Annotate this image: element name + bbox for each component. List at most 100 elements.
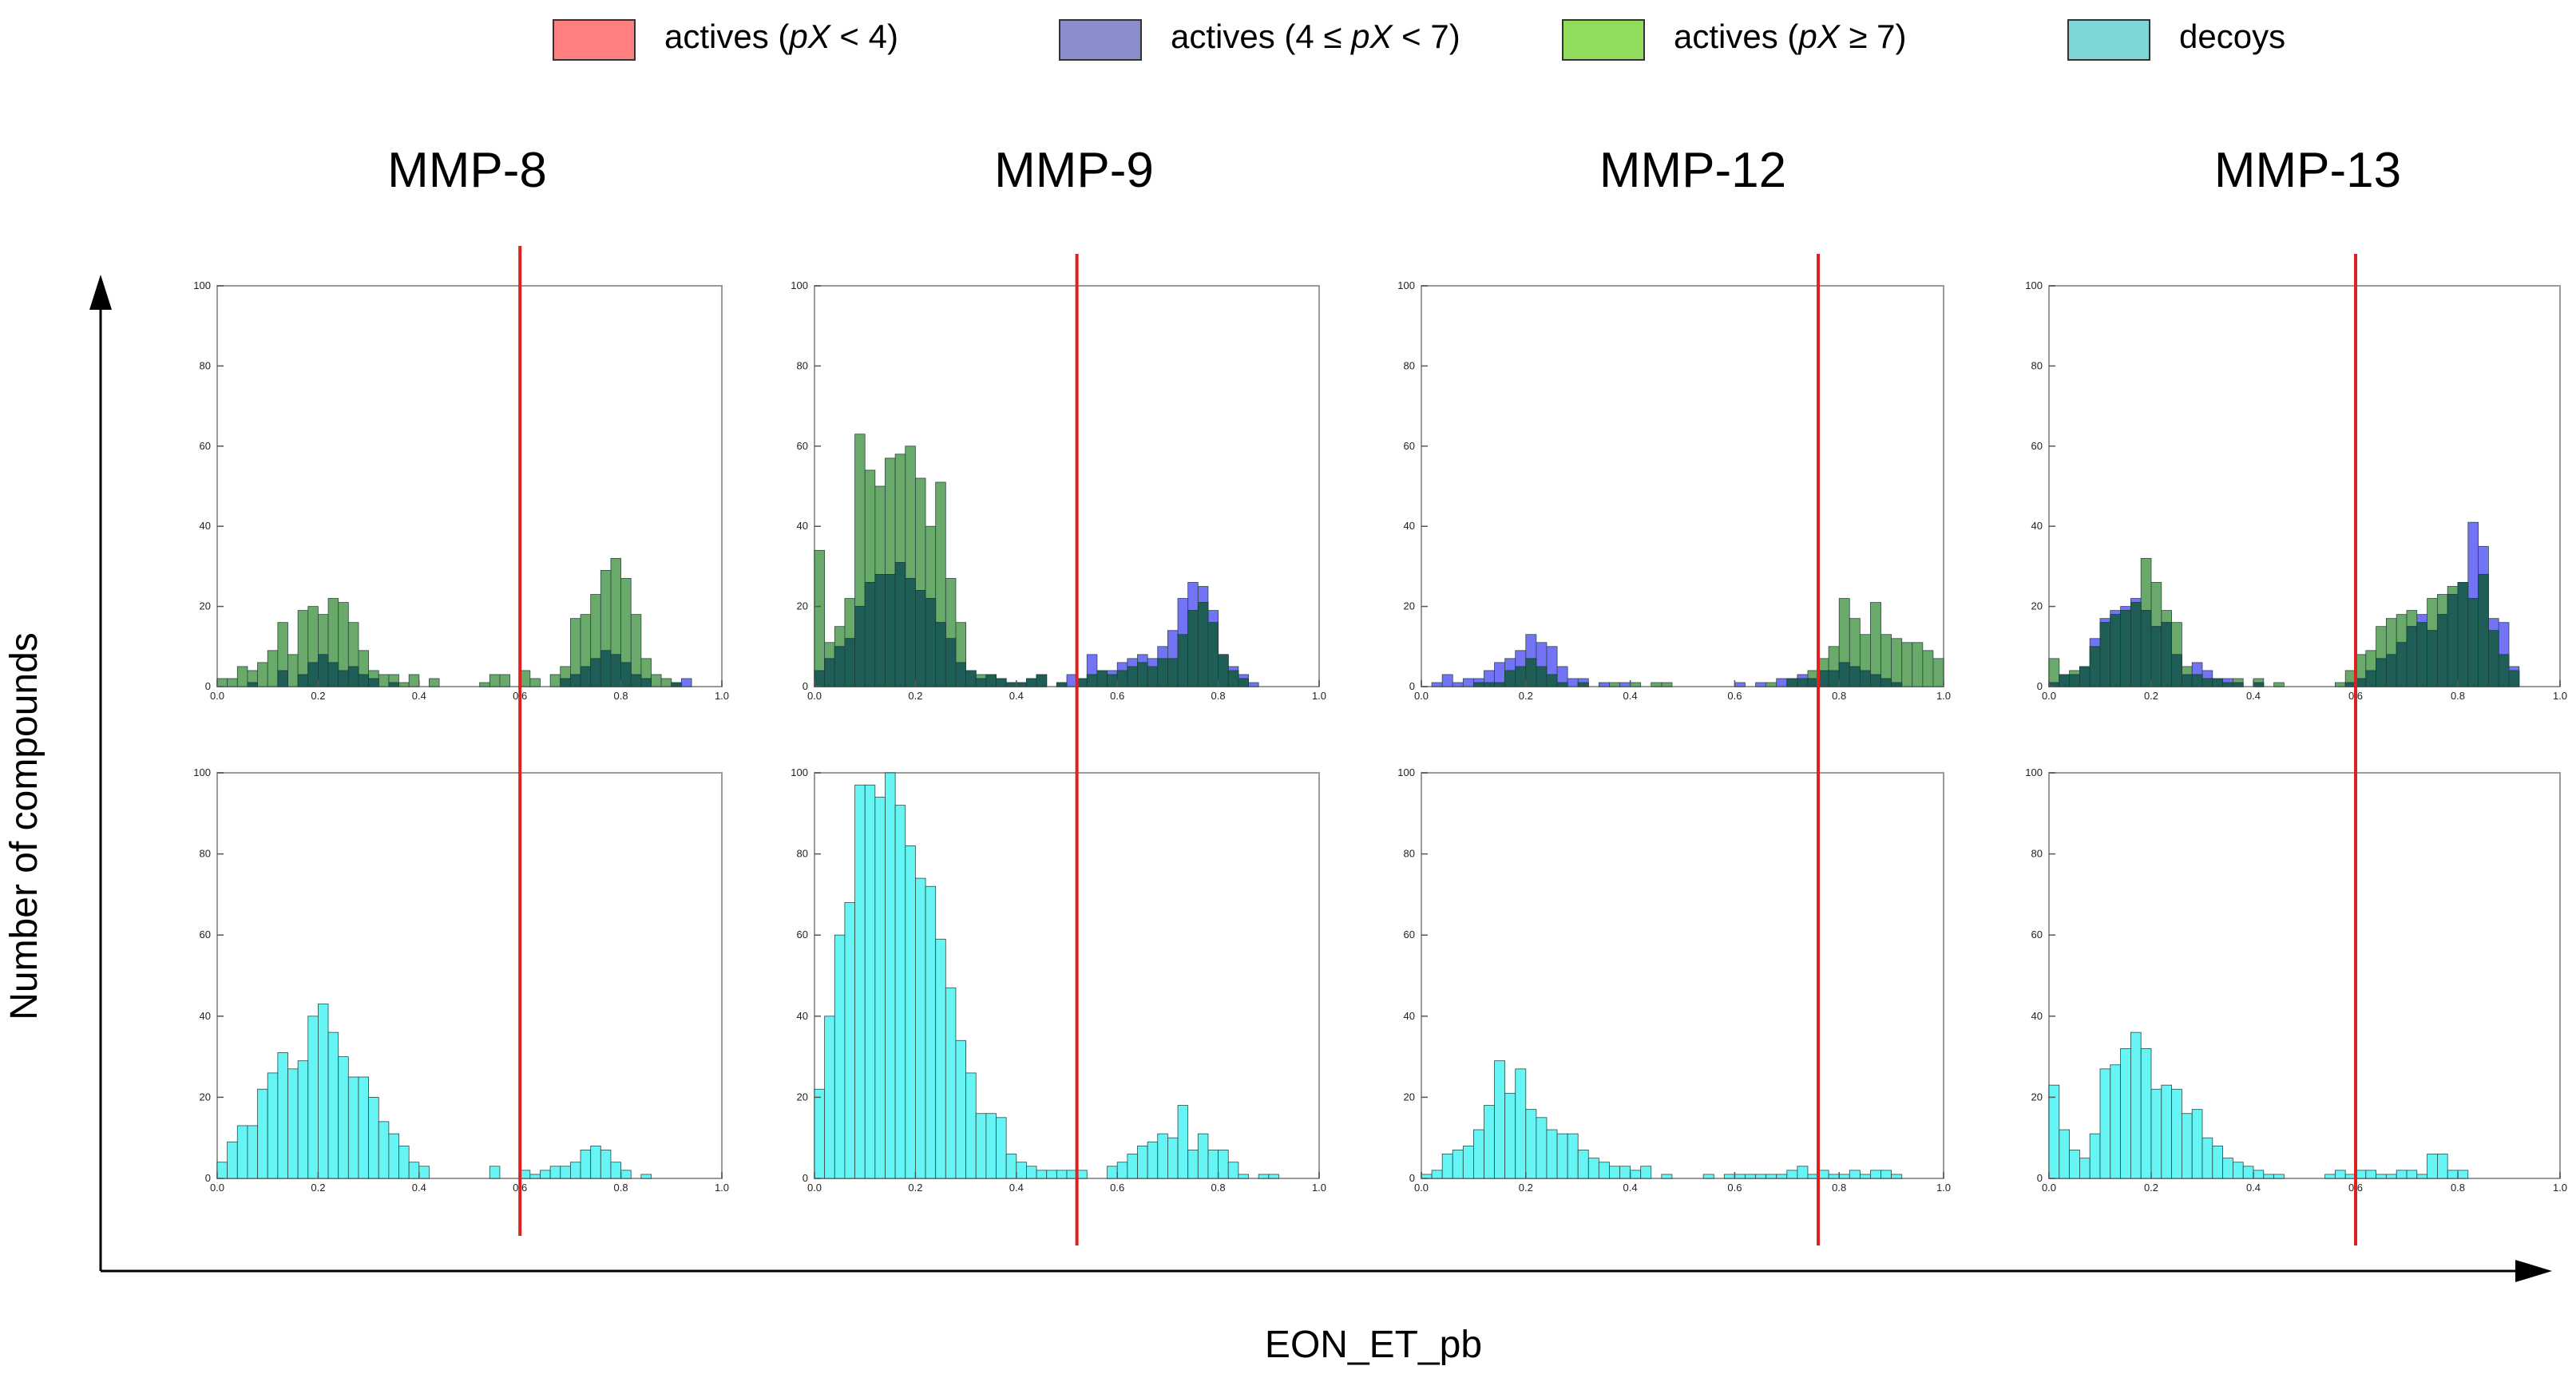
panel-2-actives-pxge7-bar-29 [1932, 658, 1944, 687]
panel-2-decoys-decoys-bar-30 [1786, 1170, 1798, 1179]
panel-0-decoys-decoys-bar-11 [327, 1031, 339, 1179]
panel-1-actives-xtick-1: 0.2 [908, 690, 922, 702]
panel-1-actives-overlap-bar-5 [864, 582, 876, 687]
panel-2-decoys-frame [1421, 772, 1944, 1179]
panel-2-decoys-ytick-2: 40 [1404, 1010, 1415, 1022]
panel-3-actives-overlap-bar-5 [2099, 622, 2111, 687]
panel-2-decoys: 0 20 40 60 80 100 0.0 0.2 0.4 0.6 0.8 1.0 [1397, 766, 1951, 1194]
panel-3-actives-ytick-2: 40 [2031, 520, 2043, 532]
panel-3-actives-overlap-bar-17 [2222, 682, 2233, 687]
panel-0-actives-xtick-0: 0.0 [210, 690, 224, 702]
panel-2-actives-overlap-bar-20 [1786, 678, 1798, 687]
panel-1-decoys-decoys-bar-30 [1137, 1145, 1148, 1179]
panel-1-decoys-decoys-bar-39 [1227, 1162, 1239, 1179]
panel-2-decoys-decoys-bar-19 [1619, 1166, 1631, 1179]
panel-2-actives-overlap-bar-29 [1880, 678, 1892, 687]
panel-2-decoys-xtick-0: 0.0 [1414, 1182, 1429, 1194]
panel-0-decoys-decoys-bar-28 [580, 1150, 592, 1179]
panel-1-decoys-xtick-1: 0.2 [908, 1182, 922, 1194]
panel-0-actives-overlap-bar-17 [620, 662, 632, 687]
panel-2-decoys-decoys-bar-38 [1870, 1170, 1881, 1179]
panel-3-decoys-xtick-0: 0.0 [2042, 1182, 2056, 1194]
panel-1-decoys-decoys-bar-40 [1238, 1174, 1249, 1179]
panel-1-actives-overlap-bar-31 [1137, 662, 1148, 687]
panel-3-actives-overlap-bar-0 [2048, 682, 2060, 687]
panel-1-decoys-decoys-bar-6 [874, 797, 886, 1179]
panel-2-actives-overlap-bar-7 [1504, 670, 1516, 687]
panel-2-decoys-decoys-bar-20 [1630, 1170, 1642, 1179]
panel-0-decoys-decoys-bar-10 [317, 1004, 329, 1179]
panel-1-actives-xtick-5: 1.0 [1312, 690, 1326, 702]
panel-0-decoys-decoys-bar-13 [347, 1076, 359, 1179]
panel-1-actives-ytick-4: 80 [797, 359, 808, 371]
panel-1-actives-overlap-bar-22 [1036, 674, 1048, 687]
y-axis-label: Number of compounds [3, 632, 46, 1020]
panel-1-actives-overlap-bar-2 [834, 646, 846, 687]
panel-3-decoys-decoys-bar-3 [2079, 1158, 2091, 1179]
panel-3-decoys-decoys-bar-33 [2427, 1154, 2438, 1179]
panel-2-actives-ytick-0: 0 [1409, 680, 1415, 692]
legend-label-1: actives (4 ≤ pX < 7) [1171, 18, 1460, 55]
panel-1-actives-overlap-bar-39 [1218, 654, 1229, 687]
panel-2-decoys-decoys-bar-14 [1567, 1133, 1579, 1179]
panel-0-actives-pxge7-bar-22 [489, 674, 501, 687]
panel-0-actives-overlap-bar-3 [307, 662, 319, 687]
panel-2-actives-px4to7-bar-1 [1441, 674, 1453, 687]
panel-0-actives-ytick-3: 60 [200, 440, 211, 452]
panel-3-actives-overlap-bar-16 [2212, 678, 2224, 687]
panel-2-decoys-xtick-5: 1.0 [1936, 1182, 1951, 1194]
panel-0-decoys-decoys-bar-17 [388, 1133, 399, 1179]
panel-0-decoys-decoys-bar-2 [236, 1125, 248, 1179]
panel-3-decoys-xtick-5: 1.0 [2553, 1182, 2567, 1194]
panel-1-decoys-ytick-5: 100 [791, 766, 808, 778]
panel-0-decoys-decoys-bar-15 [368, 1097, 379, 1179]
panel-0-decoys-decoys-bar-32 [620, 1170, 632, 1179]
panel-2-actives-px4to7-bar-15 [1598, 682, 1610, 687]
panel-0-decoys-decoys-bar-6 [277, 1052, 288, 1179]
panel-3-decoys-xtick-2: 0.4 [2246, 1182, 2261, 1194]
panel-2-actives-pxge7-bar-25 [1891, 638, 1903, 687]
x-axis-label: EON_ET_pb [1265, 1324, 1482, 1366]
panel-1-actives-overlap-bar-9 [905, 578, 916, 687]
panel-1-decoys: 0 20 40 60 80 100 0.0 0.2 0.4 0.6 0.8 1.0 [791, 766, 1326, 1194]
panel-3-actives-overlap-bar-19 [2253, 682, 2265, 687]
panel-0-decoys-decoys-bar-21 [489, 1166, 501, 1179]
panel-1-actives-overlap-bar-12 [935, 622, 946, 687]
panel-2-actives-overlap-bar-27 [1859, 670, 1871, 687]
panel-0-decoys-decoys-bar-4 [257, 1088, 268, 1179]
panel-3-actives-ytick-1: 20 [2031, 600, 2043, 612]
panel-3-decoys-ytick-5: 100 [2025, 766, 2043, 778]
panel-2-actives-pxge7-bar-13 [1661, 682, 1673, 687]
panel-3-actives-overlap-bar-22 [2365, 670, 2377, 687]
panel-1-actives-xtick-0: 0.0 [807, 690, 822, 702]
panel-2-actives-px4to7-bar-19 [1776, 678, 1788, 687]
panel-2-actives-overlap-bar-28 [1870, 674, 1881, 687]
panel-2-decoys-decoys-bar-7 [1494, 1060, 1506, 1179]
panel-1-decoys-ytick-0: 0 [803, 1172, 808, 1184]
panel-2-actives-overlap-bar-24 [1828, 670, 1840, 687]
panel-2-actives-pxge7-bar-12 [1651, 682, 1663, 687]
panel-1-decoys-decoys-bar-29 [1127, 1154, 1138, 1179]
panel-0-actives-pxge7-bar-19 [408, 674, 420, 687]
panel-1-actives-overlap-bar-28 [1107, 674, 1118, 687]
legend-swatch-3 [2067, 19, 2150, 61]
panel-2-decoys-decoys-bar-25 [1734, 1174, 1746, 1179]
panel-1-actives-overlap-bar-23 [1056, 682, 1068, 687]
panel-3-actives-xtick-2: 0.4 [2246, 690, 2261, 702]
panel-2-decoys-decoys-bar-28 [1766, 1174, 1777, 1179]
panel-1-actives-overlap-bar-0 [814, 670, 826, 687]
panel-0-decoys-decoys-bar-23 [529, 1174, 541, 1179]
panel-2-decoys-decoys-bar-6 [1484, 1105, 1495, 1179]
panel-0-decoys-decoys-bar-31 [610, 1162, 622, 1179]
panel-2-decoys-xtick-2: 0.4 [1623, 1182, 1638, 1194]
panel-1-actives: 0 20 40 60 80 100 0.0 0.2 0.4 0.6 0.8 1.0 [791, 279, 1326, 702]
panel-1-actives-overlap-bar-36 [1187, 610, 1199, 687]
panel-1-actives-overlap-bar-32 [1147, 666, 1159, 687]
panel-1-actives-px4to7-bar-42 [1248, 682, 1259, 687]
panel-0-actives-pxge7-bar-21 [479, 682, 490, 687]
panel-3-decoys-decoys-bar-35 [2447, 1170, 2459, 1179]
panel-3-actives-overlap-bar-4 [2089, 646, 2101, 687]
panel-1-actives-overlap-bar-11 [925, 598, 937, 687]
panel-3-actives-overlap-bar-32 [2467, 598, 2479, 687]
